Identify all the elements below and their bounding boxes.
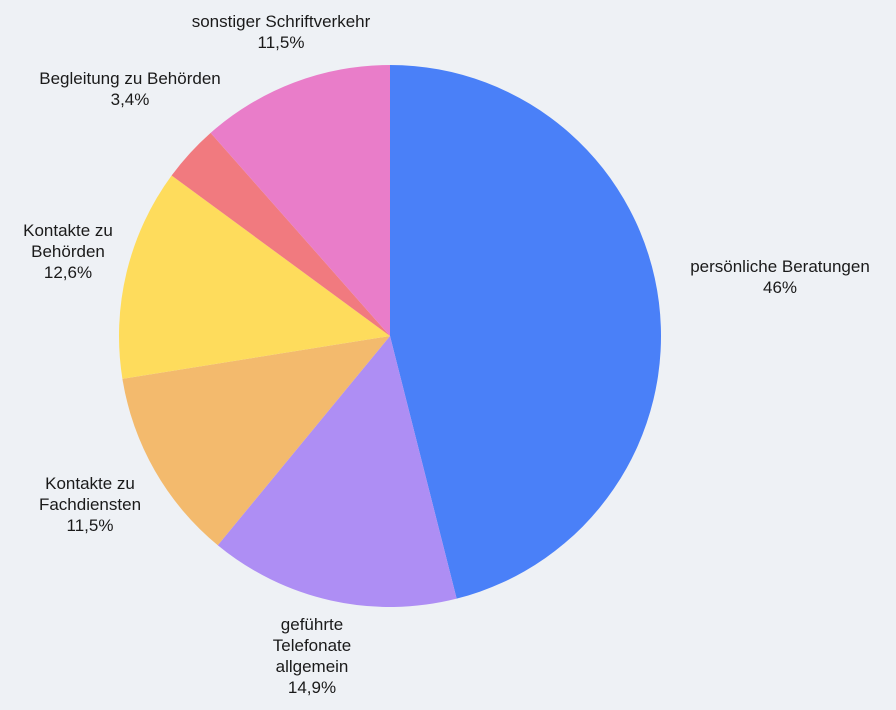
slice-name-line: sonstiger Schriftverkehr — [192, 12, 371, 31]
slice-name-line: Kontakte zu — [45, 474, 135, 493]
pie-slice-1 — [217, 336, 457, 608]
slice-name-line: Behörden — [31, 242, 105, 261]
pie-slice-2 — [122, 336, 390, 546]
slice-label-1: geführte Telefonate allgemein 14,9% — [273, 615, 351, 697]
pie-slice-3 — [118, 175, 390, 379]
slice-value-label: 3,4% — [111, 90, 150, 109]
slice-value-label: 11,5% — [67, 516, 114, 535]
slice-value-label: 12,6% — [44, 263, 92, 282]
slice-label-0: persönliche Beratungen 46% — [690, 257, 870, 297]
slice-name-line: geführte — [281, 615, 343, 634]
slice-value-label: 46% — [763, 278, 797, 297]
pie-slices — [118, 65, 662, 608]
pie-slice-4 — [171, 132, 390, 336]
slice-name-line: persönliche Beratungen — [690, 257, 870, 276]
pie-slice-0 — [390, 65, 662, 599]
slice-value-label: 14,9% — [288, 678, 336, 697]
slice-name-line: allgemein — [276, 657, 349, 676]
slice-name-line: Telefonate — [273, 636, 351, 655]
slice-value-label: 11,5% — [258, 33, 305, 52]
slice-label-5: sonstiger Schriftverkehr 11,5% — [192, 12, 371, 52]
pie-slice-5 — [210, 65, 390, 336]
slice-label-4: Begleitung zu Behörden 3,4% — [39, 69, 220, 109]
pie-labels: persönliche Beratungen 46% geführte Telefon… — [23, 12, 870, 697]
slice-name-line: Kontakte zu — [23, 221, 113, 240]
slice-label-2: Kontakte zu Fachdiensten 11,5% — [39, 474, 141, 535]
slice-name-line: Fachdiensten — [39, 495, 141, 514]
slice-name-line: Begleitung zu Behörden — [39, 69, 220, 88]
slice-label-3: Kontakte zu Behörden 12,6% — [23, 221, 113, 282]
